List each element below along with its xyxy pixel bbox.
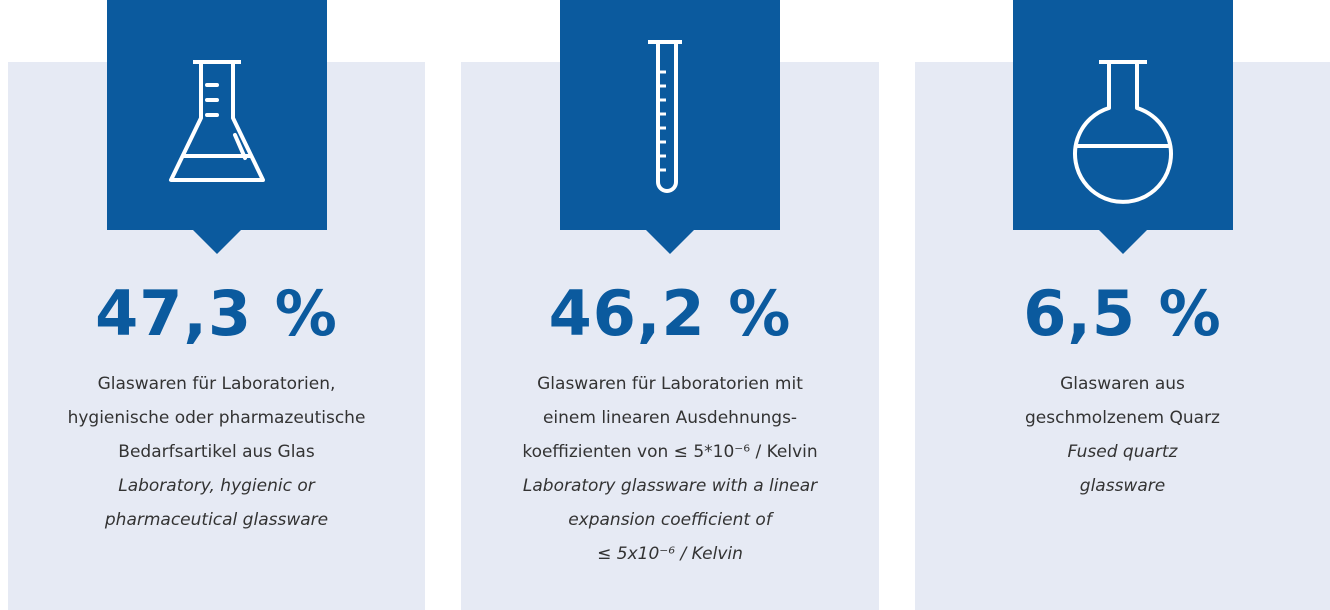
description-german: Glaswaren für Laboratorien, [97,374,336,394]
share-value: 46,2 % [548,277,792,350]
description-english: Laboratory, hygienic or [118,476,315,496]
description-german: einem linearen Ausdehnungs- [542,408,798,428]
icon-graphic [1012,0,1233,254]
description-english: glassware [1079,476,1166,496]
description-german: Bedarfsartikel aus Glas [118,442,315,462]
icon-graphic [106,0,327,254]
share-value: 6,5 % [1023,277,1222,350]
description-english: Laboratory glassware with a linear [522,476,818,496]
description-english: expansion coefficient of [568,510,772,530]
description-german: geschmolzenem Quarz [1025,408,1220,428]
description-german: koeffizienten von ≤ 5*10⁻⁶ / Kelvin [522,442,818,462]
card: 6,5 % Glaswaren aus geschmolzenem Quarz Fus… [915,0,1330,610]
description-german: Glaswaren für Laboratorien mit [537,374,803,394]
description-german: hygienische oder pharmazeutische [67,408,366,428]
description-english: ≤ 5x10⁻⁶ / Kelvin [597,544,743,564]
card: 47,3 % Glaswaren für Laboratorien, hygieni… [8,0,425,610]
share-value: 47,3 % [95,277,338,350]
description-english: Fused quartz [1067,442,1178,462]
icon [560,0,780,254]
description-german: Glaswaren aus [1060,374,1185,394]
icon [106,0,327,254]
icon-graphic [560,0,780,254]
card: 46,2 % Glaswaren für Laboratorien mit eine… [461,0,879,610]
icon [1012,0,1233,254]
description-english: pharmaceutical glassware [104,510,329,530]
